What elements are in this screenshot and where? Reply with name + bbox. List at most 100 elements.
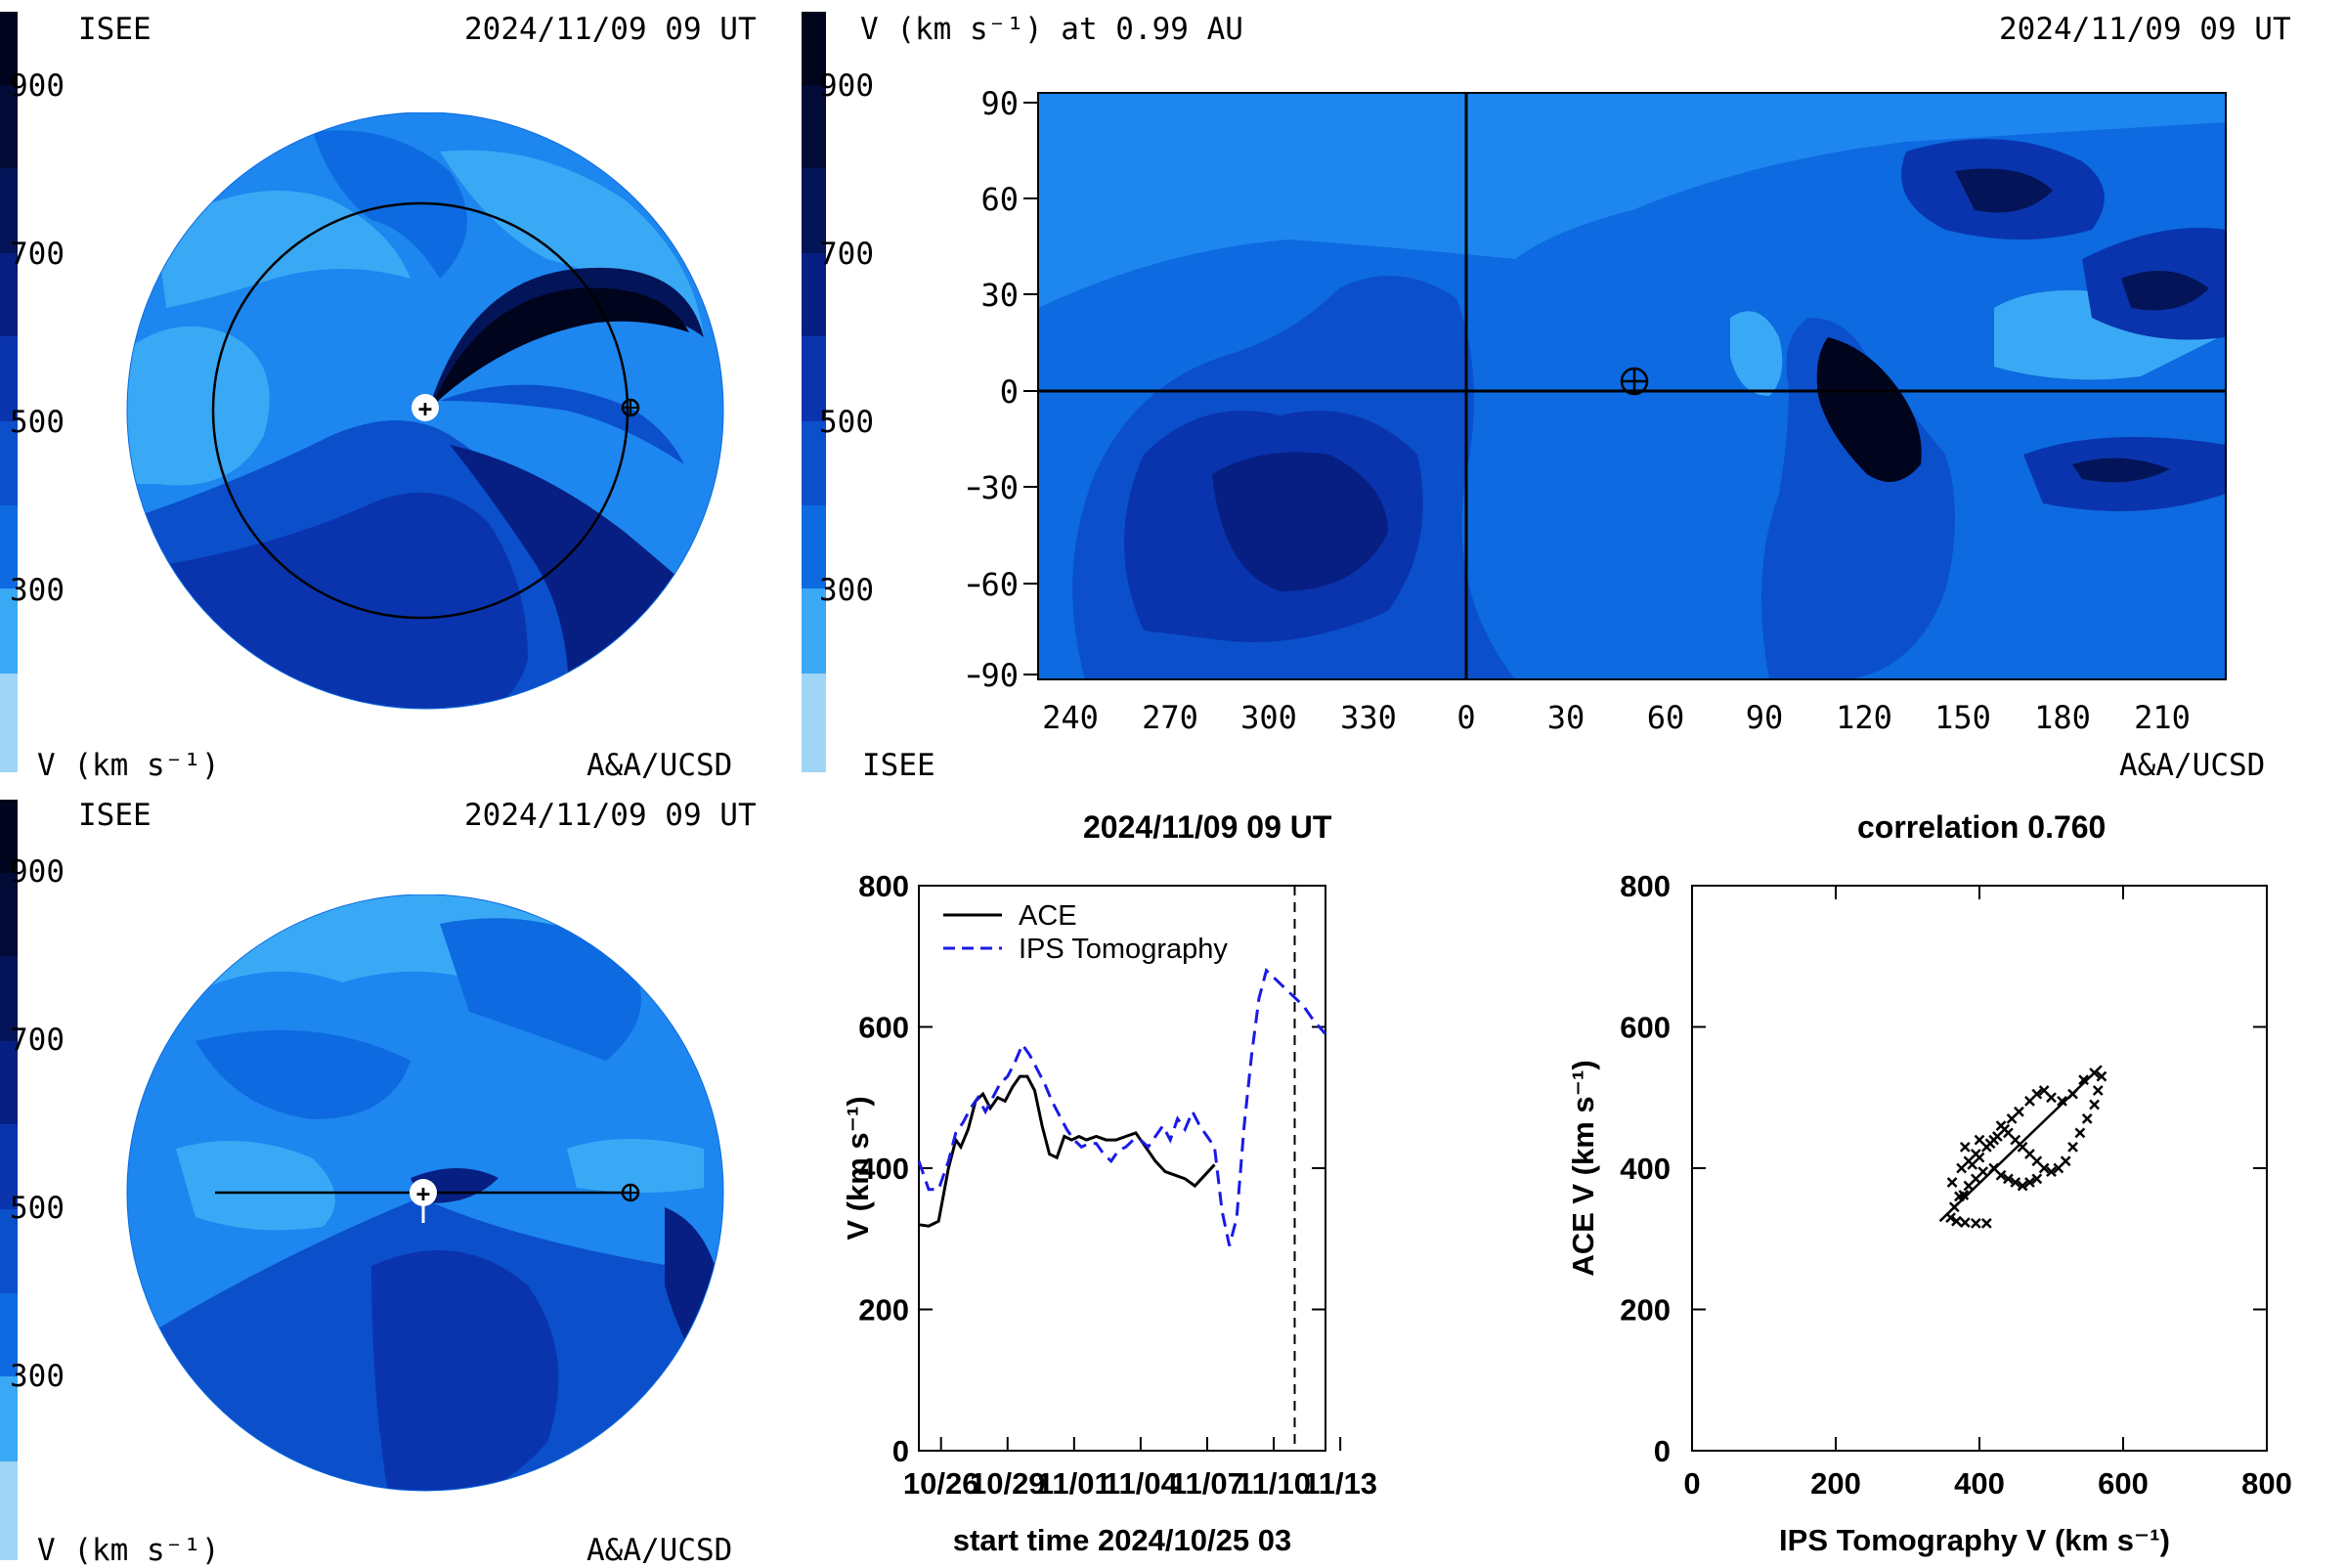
colorbar-gradient — [0, 800, 18, 1560]
cb-seg — [802, 674, 826, 772]
panel-timestamp: 2024/11/09 09 UT — [464, 12, 757, 47]
dark-stream-region — [2121, 271, 2209, 311]
light-stream-region — [1730, 311, 1783, 396]
y-tick-label: 600 — [1620, 1011, 1671, 1045]
x-tick-label: 300 — [1240, 699, 1297, 736]
cb-seg — [0, 1293, 18, 1376]
scatter-point — [2003, 1173, 2014, 1185]
cb-seg — [0, 1124, 18, 1209]
panel-label-isee: ISEE — [78, 798, 152, 833]
cb-tick-500: 500 — [10, 405, 65, 440]
cb-seg — [0, 1209, 18, 1293]
y-axis-label: V (km s⁻¹) — [841, 1096, 875, 1240]
cb-seg — [0, 800, 18, 873]
y-tick-label: −30 — [968, 469, 1019, 506]
scatter-point — [2057, 1095, 2067, 1107]
cb-seg — [0, 336, 18, 421]
cb-seg — [802, 336, 826, 421]
scatter-point — [2006, 1113, 2018, 1124]
cb-seg — [802, 505, 826, 588]
cb-seg — [802, 421, 826, 505]
earth-orbit-circle — [211, 201, 630, 620]
x-tick-label: 11/13 — [1303, 1466, 1377, 1501]
x-tick-label: 330 — [1340, 699, 1397, 736]
scatter-point — [2081, 1113, 2093, 1124]
dark-stream-region — [1955, 168, 2053, 213]
cb-seg — [802, 85, 826, 168]
mid-stream-region — [440, 918, 641, 1061]
cb-tick-300: 300 — [819, 573, 874, 608]
correlation-title: correlation 0.760 — [1857, 809, 2107, 845]
x-tick-label: 60 — [1647, 699, 1685, 736]
synoptic-title: V (km s⁻¹) at 0.99 AU — [860, 12, 1243, 47]
synoptic-frame — [1037, 92, 2227, 680]
scatter-point — [2092, 1085, 2104, 1096]
regression-line — [1938, 1065, 2103, 1223]
scatter-point — [2038, 1085, 2050, 1096]
cb-seg — [802, 168, 826, 253]
scatter-point — [1980, 1141, 1992, 1153]
cb-seg — [802, 12, 826, 85]
scatter-point — [2078, 1074, 2089, 1086]
x-tick-label: 270 — [1142, 699, 1198, 736]
scatter-point — [1980, 1217, 1992, 1229]
scatter-point — [2074, 1127, 2086, 1139]
scatter-point — [2024, 1177, 2035, 1188]
scatter-point — [1967, 1159, 1978, 1170]
y-tick-label: 0 — [892, 1434, 909, 1468]
colorbar-gradient — [802, 12, 826, 772]
y-tick-label: 200 — [858, 1293, 909, 1328]
series-lines — [917, 967, 1327, 1246]
scatter-point — [2024, 1095, 2035, 1107]
legend: ACE IPS Tomography — [943, 900, 1228, 965]
cb-tick-900: 900 — [10, 68, 65, 104]
credit-label: A&A/UCSD — [586, 1533, 733, 1568]
colorbar-top-left — [0, 12, 18, 772]
colorbar-units: V (km s⁻¹) — [37, 1533, 220, 1568]
x-tick-label: 800 — [2241, 1466, 2292, 1501]
scatter-point — [2031, 1173, 2043, 1185]
scatter-point — [2089, 1099, 2100, 1111]
x-tick-label: 120 — [1836, 699, 1892, 736]
y-tick-label: 400 — [1620, 1152, 1671, 1186]
timeseries-title: 2024/11/09 09 UT — [1083, 809, 1332, 845]
cb-seg — [0, 674, 18, 772]
legend-label-ace: ACE — [1019, 900, 1077, 932]
x-axis: 0 200 400 600 800 — [1683, 886, 2292, 1501]
light-stream-region — [567, 1139, 704, 1193]
cme-core — [1816, 337, 1922, 482]
longitude-axis: 240 270 300 330 0 30 60 90 120 150 180 2… — [1042, 699, 2191, 736]
cb-tick-700: 700 — [10, 1023, 65, 1058]
light-stream-region — [176, 1141, 335, 1231]
series-line — [918, 1074, 1216, 1228]
x-tick-label: 11/01 — [1037, 1466, 1111, 1501]
credit-label: A&A/UCSD — [586, 748, 733, 783]
cme-core — [432, 287, 689, 406]
y-tick-label: 0 — [1654, 1434, 1671, 1468]
x-axis-label: IPS Tomography V (km s⁻¹) — [1779, 1523, 2170, 1557]
x-tick-label: 30 — [1547, 699, 1586, 736]
credit-label: A&A/UCSD — [2119, 748, 2266, 783]
cb-seg — [802, 253, 826, 336]
x-tick-label: 11/10 — [1237, 1466, 1311, 1501]
cb-seg — [0, 421, 18, 505]
sun-marker-plus: + — [416, 1180, 430, 1207]
cb-tick-300: 300 — [10, 573, 65, 608]
scatter-point — [1970, 1217, 1981, 1229]
y-tick-label: 400 — [858, 1152, 909, 1186]
scatter-point — [2060, 1155, 2071, 1167]
cb-tick-700: 700 — [819, 237, 874, 272]
dark-stream-region — [2072, 457, 2170, 483]
y-tick-label: −60 — [968, 566, 1019, 603]
y-tick-label: 90 — [980, 85, 1019, 122]
colorbar-gradient — [0, 12, 18, 772]
cb-seg — [0, 12, 18, 85]
dark-stream-region — [371, 1250, 559, 1491]
cb-tick-300: 300 — [10, 1359, 65, 1394]
x-tick-label: 11/07 — [1170, 1466, 1244, 1501]
light-stream-region — [156, 191, 411, 308]
x-tick-label: 200 — [1810, 1466, 1861, 1501]
cb-seg — [0, 1041, 18, 1124]
y-tick-label: 60 — [980, 181, 1019, 218]
